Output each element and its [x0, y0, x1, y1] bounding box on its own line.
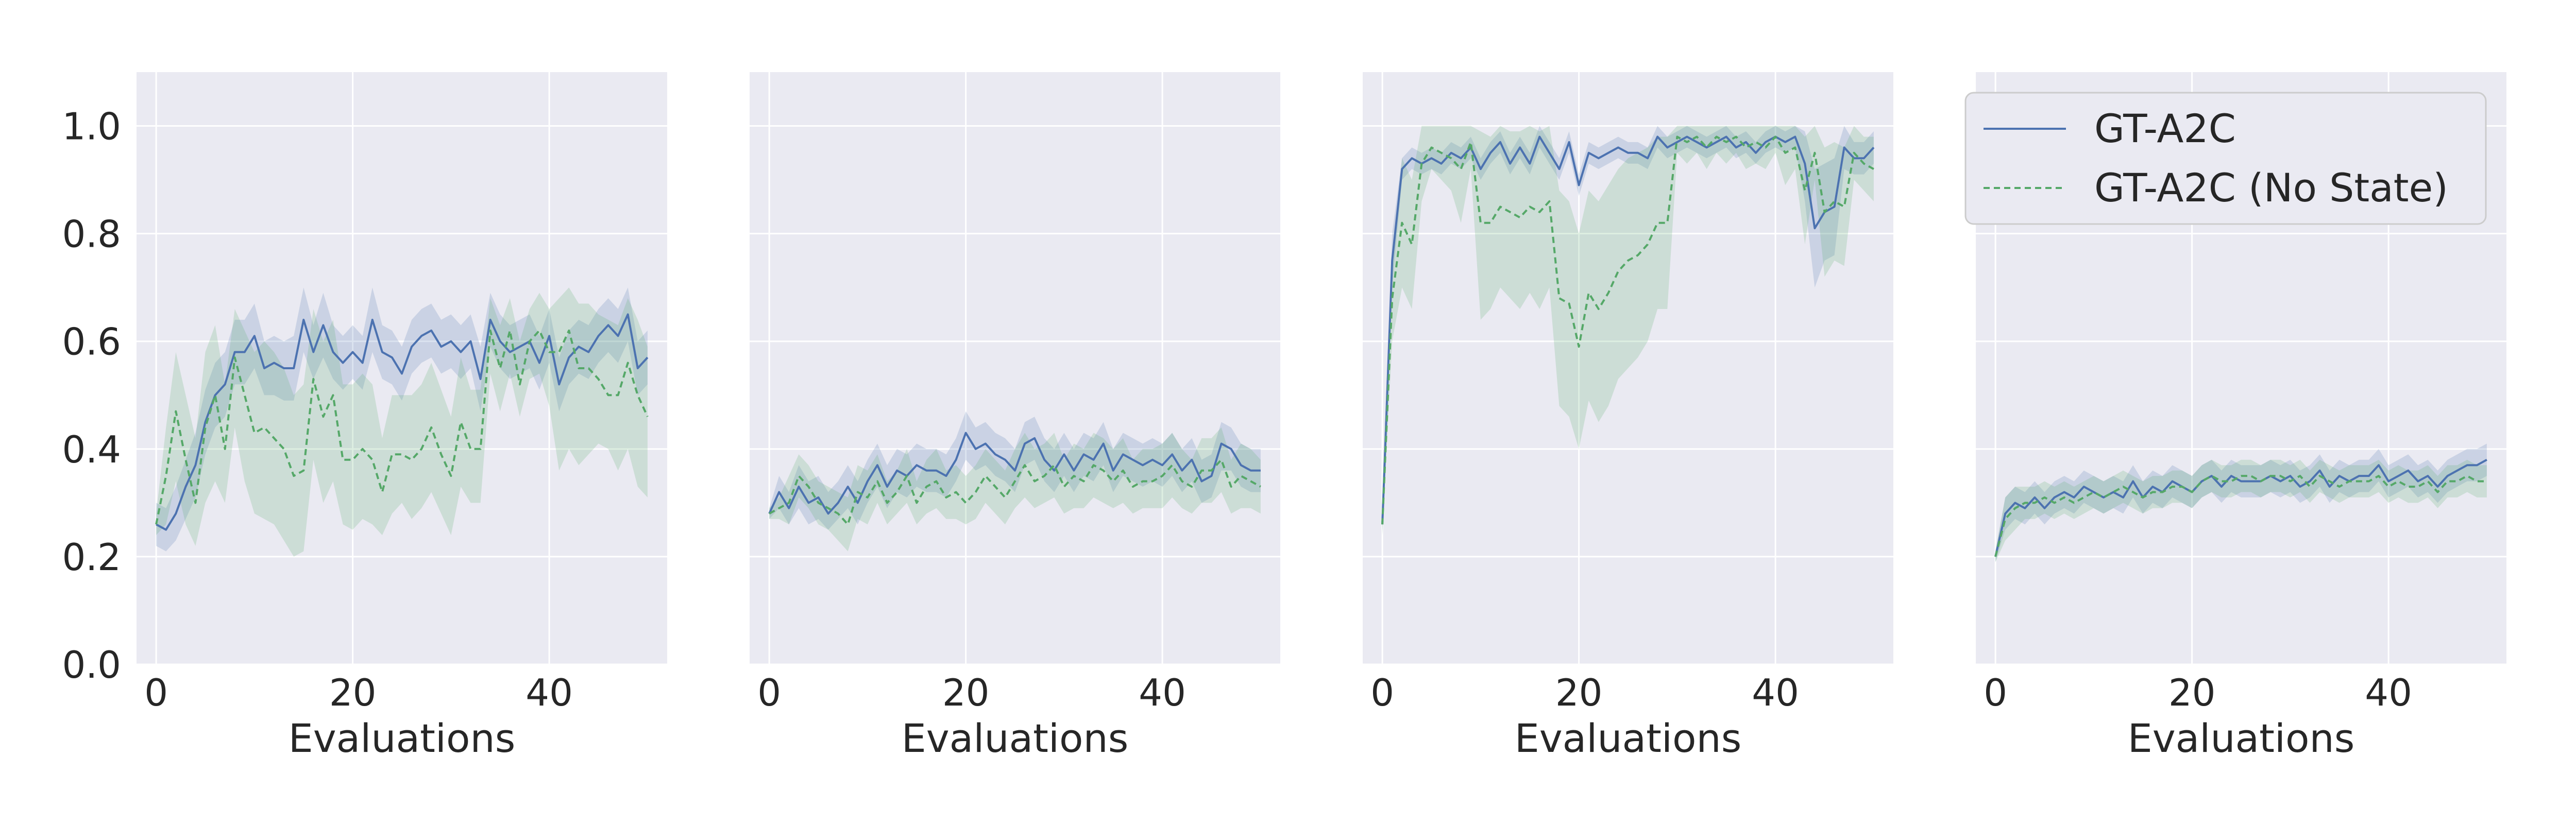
- series-line-1: [1381, 135, 1875, 525]
- confidence-band-series-2: [1382, 126, 1874, 536]
- legend: GT-A2C GT-A2C (No State): [1964, 92, 2487, 225]
- subplot-1: 0 20 40 0.0 0.2 0.4 0.6 0.8 1.0 Evaluations: [62, 72, 667, 761]
- plot-area: [1363, 72, 1893, 664]
- series-line-1: [1994, 458, 2487, 557]
- series-line-2: [1381, 135, 1874, 525]
- confidence-band-series-1: [156, 287, 648, 552]
- y-tick-label: 0.6: [62, 320, 121, 364]
- x-tick-label: 0: [144, 671, 168, 714]
- y-tick-label: 0.2: [62, 536, 121, 579]
- x-axis-title: Evaluations: [2128, 715, 2355, 761]
- plot-area: [750, 72, 1280, 664]
- x-axis-title: Evaluations: [1515, 715, 1742, 761]
- legend-frame: [1964, 92, 2487, 225]
- y-tick-label: 0.0: [62, 643, 121, 686]
- legend-label-2: GT-A2C (No State): [2094, 165, 2448, 211]
- series-line-1: [768, 432, 1261, 515]
- confidence-band-series-2: [1995, 459, 2487, 562]
- series-line-2: [155, 329, 649, 525]
- confidence-band-series-1: [1995, 443, 2487, 562]
- confidence-band-series-2: [769, 427, 1261, 552]
- series-line-1: [156, 313, 649, 531]
- x-tick-label: 0: [1984, 671, 2007, 714]
- x-axis-title: Evaluations: [902, 715, 1129, 761]
- x-tick-label: 40: [1752, 671, 1799, 714]
- x-tick-label: 20: [2168, 671, 2216, 714]
- x-axis-title: Evaluations: [289, 715, 516, 761]
- x-tick-label: 20: [942, 671, 990, 714]
- series-line-2: [769, 458, 1261, 526]
- y-tick-label: 0.8: [62, 213, 121, 256]
- y-tick-label: 0.4: [62, 428, 121, 471]
- confidence-band-series-1: [1382, 126, 1874, 536]
- x-tick-label: 20: [1555, 671, 1603, 714]
- confidence-band-series-2: [156, 287, 648, 557]
- series-line-2: [1994, 475, 2487, 557]
- x-tick-label: 0: [757, 671, 781, 714]
- x-tick-label: 0: [1370, 671, 1394, 714]
- y-tick-label: 1.0: [62, 105, 121, 148]
- legend-label-1: GT-A2C: [2094, 106, 2236, 151]
- x-tick-label: 40: [2365, 671, 2412, 714]
- x-tick-label: 40: [526, 671, 573, 714]
- x-tick-label: 40: [1139, 671, 1186, 714]
- x-tick-label: 20: [329, 671, 377, 714]
